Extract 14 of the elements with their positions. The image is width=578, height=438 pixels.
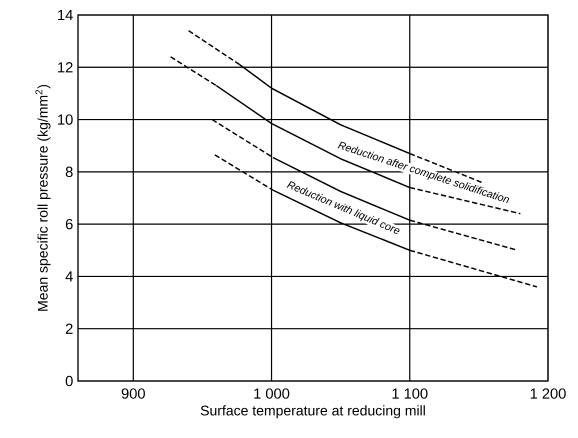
y-tick-label: 0 [66, 376, 73, 386]
x-axis-title: Surface temperature at reducing mill [200, 405, 425, 418]
x-tick-label: 1 200 [530, 388, 566, 399]
y-tick-label: 2 [66, 324, 73, 334]
y-tick-label: 10 [58, 114, 73, 125]
x-tick-label: 1 100 [392, 388, 428, 399]
y-tick-label: 6 [66, 218, 73, 230]
y-axis-title: Mean specific roll pressure (kg/mm$^{2}$) [35, 84, 50, 311]
y-tick-label: 12 [58, 62, 73, 72]
x-tick-label: 900 [122, 388, 145, 399]
x-tick-label: 1 000 [254, 388, 290, 399]
y-tick-label: 8 [66, 166, 73, 178]
y-tick-label: 14 [58, 10, 73, 20]
y-tick-label: 4 [65, 271, 73, 282]
